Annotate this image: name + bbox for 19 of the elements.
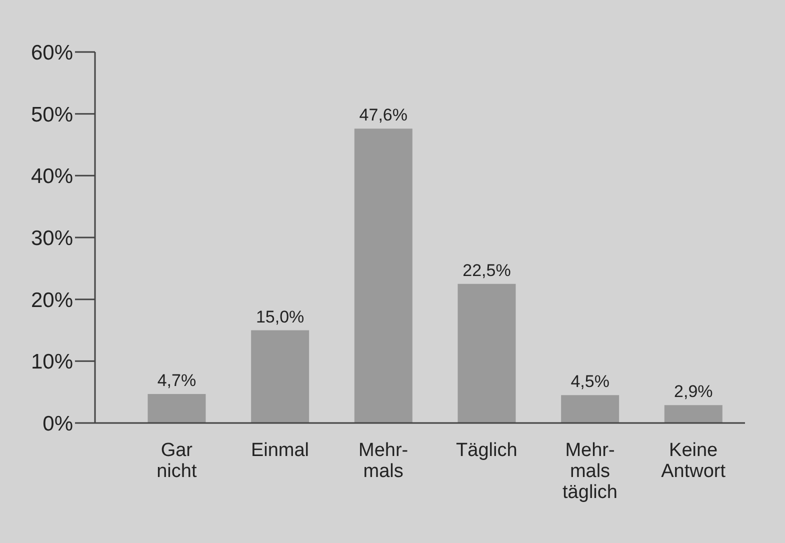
- y-tick-label: 30%: [30, 226, 73, 250]
- data-label: 15,0%: [256, 307, 304, 326]
- x-tick-label: Keine Antwort: [661, 440, 726, 482]
- x-tick-label: Gar nicht: [156, 440, 198, 482]
- data-label: 4,5%: [570, 372, 610, 392]
- y-tick-label: 10%: [30, 350, 73, 374]
- y-tick-label: 40%: [30, 165, 73, 188]
- y-tick-label: 50%: [30, 103, 73, 126]
- data-label: 22,5%: [462, 260, 511, 280]
- x-tick-label: Einmal: [250, 440, 310, 462]
- x-tick-label: Mehr- mals: [358, 440, 408, 482]
- data-label: 47,6%: [359, 106, 408, 125]
- data-label: 4,7%: [157, 370, 196, 390]
- data-label: 2,9%: [674, 382, 713, 402]
- x-tick-label: Mehr- mals täglich: [562, 440, 618, 503]
- y-tick-label: 60%: [30, 41, 73, 64]
- y-tick-label: 20%: [30, 288, 73, 312]
- x-tick-label: Täglich: [456, 440, 518, 462]
- y-tick-label: 0%: [42, 412, 73, 436]
